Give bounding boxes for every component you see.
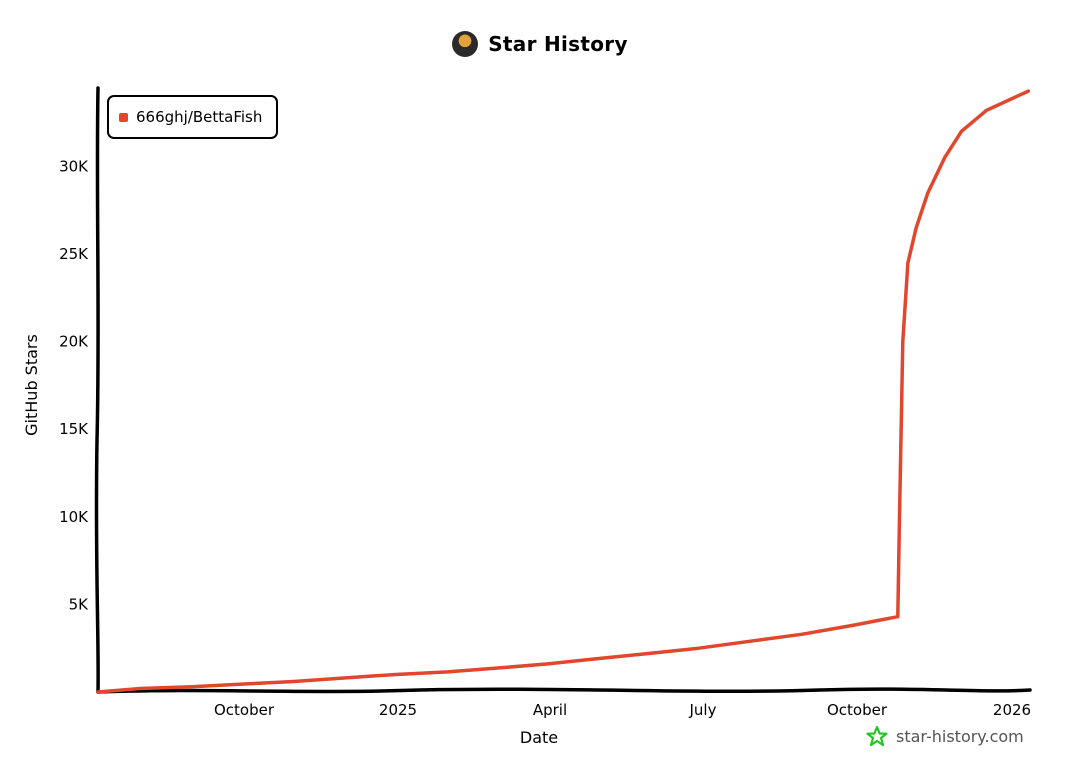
y-tick-label: 15K (59, 420, 89, 438)
x-tick-label: April (533, 701, 567, 719)
y-tick-label: 20K (59, 333, 89, 351)
y-axis-title: GitHub Stars (22, 334, 41, 436)
x-tick-label: October (214, 701, 275, 719)
chart-header: Star History (0, 24, 1080, 64)
x-tick-label: October (827, 701, 888, 719)
legend-swatch (119, 112, 128, 122)
y-tick-label: 25K (59, 245, 89, 263)
x-axis-line (96, 687, 1032, 694)
x-tick-label: July (689, 701, 717, 719)
x-axis-title: Date (520, 728, 558, 747)
chart-title: Star History (488, 32, 628, 56)
y-tick-label: 30K (59, 157, 89, 175)
star-icon (866, 725, 888, 747)
user-avatar (452, 31, 479, 57)
series-line-bettafish (96, 89, 1031, 694)
y-axis-ticks: 5K 10K 15K 20K 25K 30K (59, 157, 89, 613)
watermark-label: star-history.com (896, 726, 1024, 746)
watermark[interactable]: star-history.com (866, 725, 1024, 747)
x-axis-ticks: October 2025 April July October 2026 (214, 701, 1031, 719)
legend-label: 666ghj/BettaFish (136, 108, 263, 126)
y-tick-label: 10K (59, 508, 89, 526)
y-tick-label: 5K (69, 595, 90, 613)
x-tick-label: 2026 (993, 701, 1031, 719)
y-axis-line (94, 86, 100, 694)
chart-legend: 666ghj/BettaFish (107, 95, 279, 139)
x-tick-label: 2025 (379, 701, 417, 719)
